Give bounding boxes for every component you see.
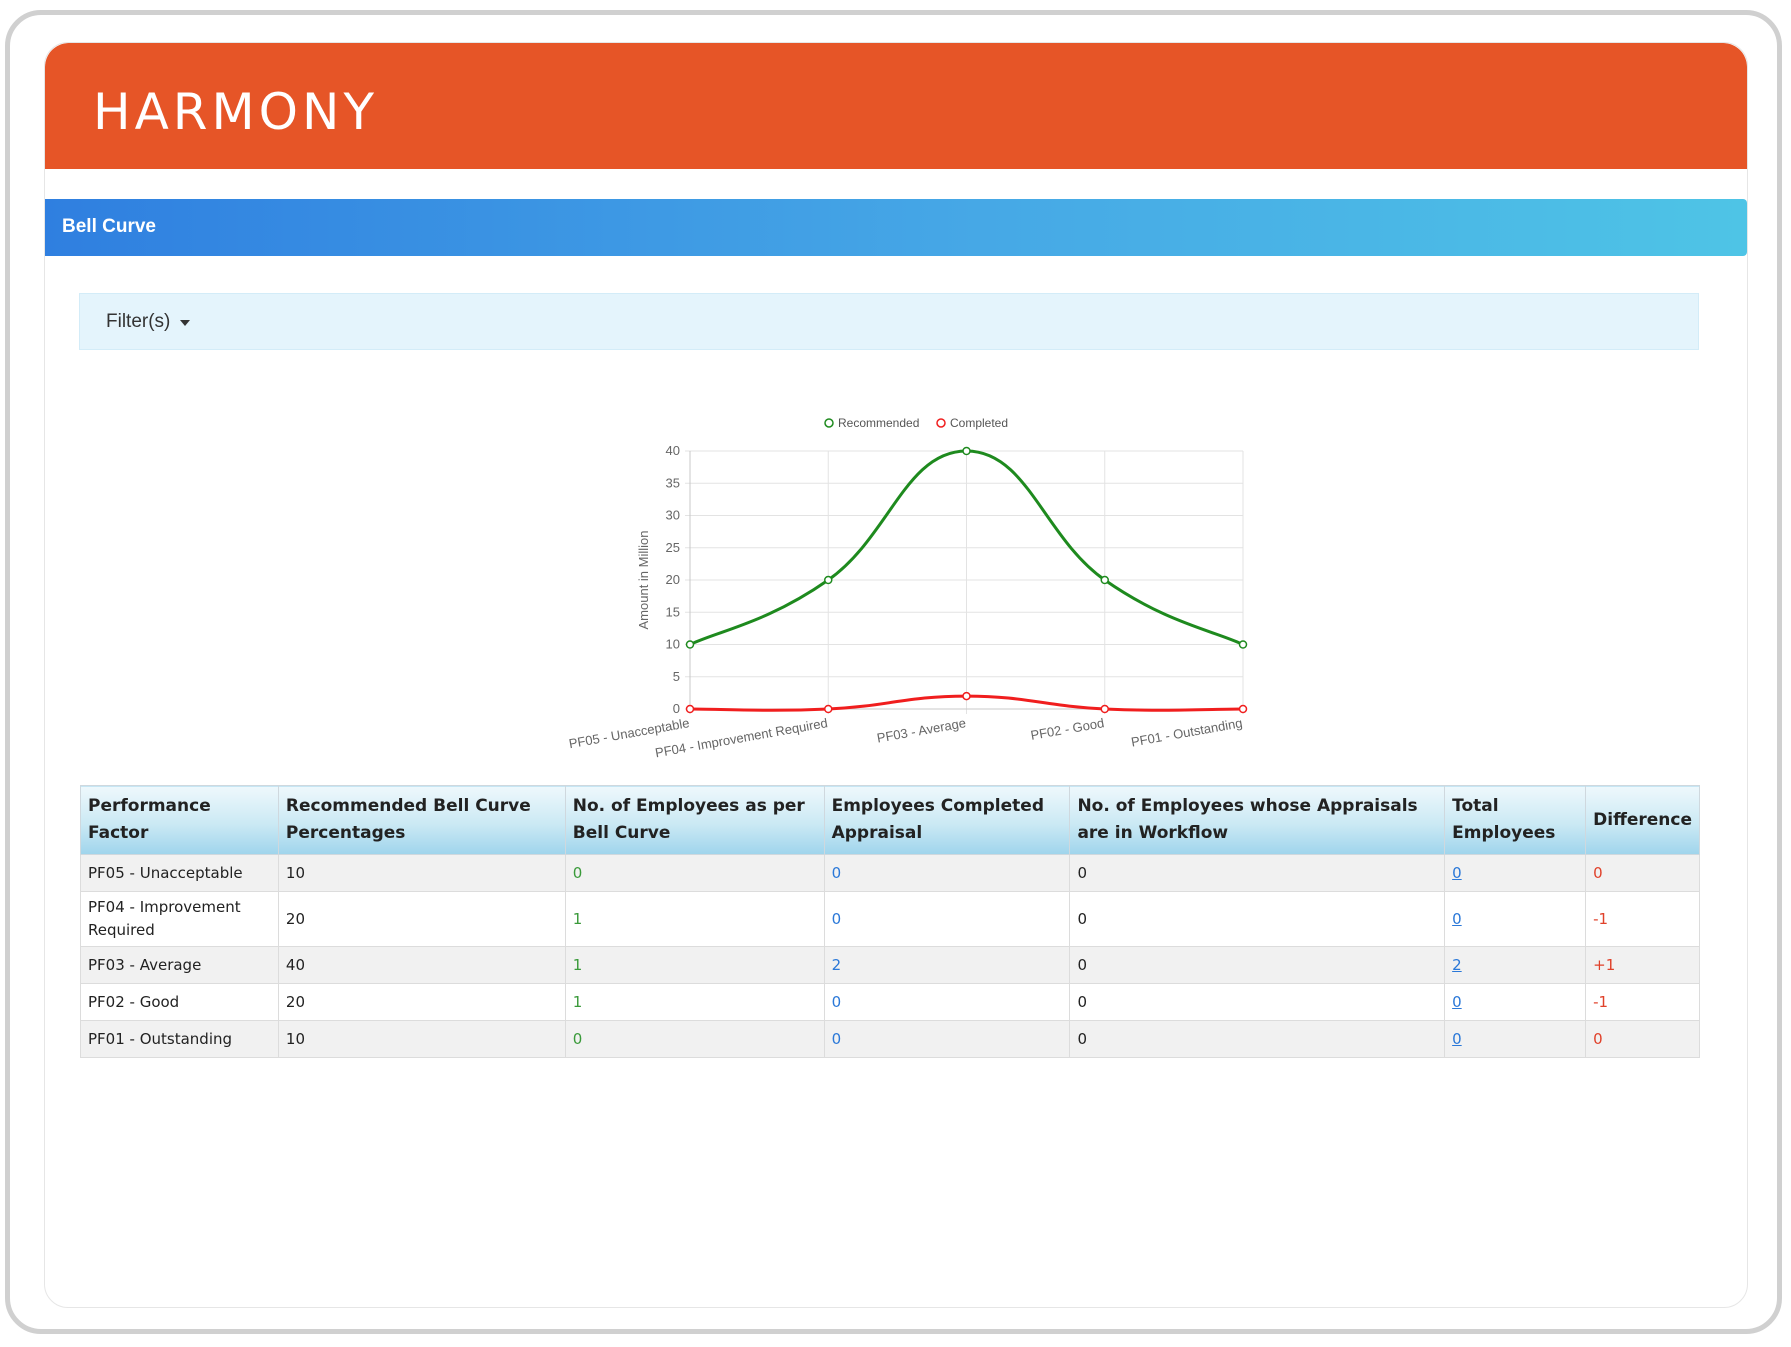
y-tick-label: 0 — [673, 701, 680, 716]
data-point-completed — [824, 704, 833, 714]
cell-workflow: 0 — [1069, 854, 1446, 892]
col-performance-factor: Performance Factor — [80, 785, 279, 855]
cell-per-curve: 1 — [564, 891, 825, 947]
table-header-row: Performance Factor Recommended Bell Curv… — [80, 785, 1700, 855]
cell-total: 2 — [1444, 946, 1587, 984]
cell-factor: PF05 - Unacceptable — [80, 854, 279, 892]
cell-recommended: 20 — [277, 891, 566, 947]
cell-total: 0 — [1444, 1020, 1587, 1058]
caret-down-icon — [180, 320, 191, 326]
section-title: Bell Curve — [62, 216, 156, 237]
data-point-recommended — [1238, 640, 1248, 649]
harmony-logo: HARMONY — [93, 83, 378, 141]
bell-curve-table: Performance Factor Recommended Bell Curv… — [80, 785, 1700, 1058]
cell-total: 0 — [1444, 983, 1587, 1021]
cell-total: 0 — [1444, 854, 1587, 892]
total-employees-link[interactable]: 0 — [1452, 863, 1462, 882]
cell-per-curve: 1 — [564, 983, 825, 1021]
cell-completed: 0 — [823, 983, 1071, 1021]
cell-recommended: 10 — [277, 854, 566, 892]
filter-panel: Filter(s) — [79, 293, 1699, 350]
table-row: PF03 - Average 40 1 2 0 2 +1 — [80, 946, 1700, 984]
cell-workflow: 0 — [1069, 891, 1446, 947]
cell-completed: 0 — [823, 854, 1071, 892]
cell-per-curve: 1 — [564, 946, 825, 984]
y-axis-title: Amount in Million — [636, 531, 651, 630]
filter-label: Filter(s) — [106, 311, 171, 332]
data-point-recommended — [685, 640, 695, 649]
y-tick-label: 25 — [666, 540, 680, 555]
cell-recommended: 40 — [277, 946, 566, 984]
data-point-recommended — [962, 446, 971, 456]
y-tick-label: 30 — [666, 508, 680, 523]
cell-difference: +1 — [1585, 946, 1700, 984]
bell-curve-chart: 0 5 10 15 20 25 30 35 40 PF05 - Unacceptable PF04 … — [535, 411, 1355, 811]
cell-difference: -1 — [1585, 983, 1700, 1021]
cell-per-curve: 0 — [564, 1020, 825, 1058]
cell-difference: 0 — [1585, 854, 1700, 892]
y-tick-label: 40 — [666, 443, 680, 458]
x-tick-label: PF02 - Good — [1029, 715, 1105, 743]
cell-completed: 2 — [823, 946, 1071, 984]
col-workflow-appraisals: No. of Employees whose Appraisals are in… — [1069, 785, 1446, 855]
total-employees-link[interactable]: 2 — [1452, 955, 1462, 974]
cell-factor: PF02 - Good — [80, 983, 279, 1021]
brand-header: HARMONY — [45, 43, 1747, 169]
data-point-completed — [962, 691, 971, 701]
legend-label-recommended: Recommended — [838, 416, 919, 430]
cell-workflow: 0 — [1069, 946, 1446, 984]
cell-completed: 0 — [823, 1020, 1071, 1058]
cell-workflow: 0 — [1069, 1020, 1446, 1058]
y-tick-label: 15 — [666, 604, 680, 619]
col-total-employees: Total Employees — [1444, 785, 1587, 855]
cell-workflow: 0 — [1069, 983, 1446, 1021]
legend-label-completed: Completed — [950, 416, 1008, 430]
cell-recommended: 20 — [277, 983, 566, 1021]
data-point-recommended — [824, 575, 833, 585]
cell-total: 0 — [1444, 891, 1587, 947]
filter-dropdown-button[interactable]: Filter(s) — [106, 311, 191, 333]
legend-marker-recommended — [824, 418, 834, 428]
data-point-completed — [1238, 704, 1248, 714]
table-row: PF04 - Improvement Required 20 1 0 0 0 -… — [80, 891, 1700, 947]
data-point-completed — [685, 704, 695, 714]
cell-per-curve: 0 — [564, 854, 825, 892]
table-row: PF05 - Unacceptable 10 0 0 0 0 0 — [80, 854, 1700, 892]
y-tick-label: 35 — [666, 475, 680, 490]
y-tick-label: 5 — [673, 669, 680, 684]
cell-difference: 0 — [1585, 1020, 1700, 1058]
bell-curve-table-wrap: Performance Factor Recommended Bell Curv… — [80, 785, 1700, 1058]
table-row: PF02 - Good 20 1 0 0 0 -1 — [80, 983, 1700, 1021]
section-header: Bell Curve — [45, 199, 1747, 256]
cell-factor: PF04 - Improvement Required — [80, 891, 279, 947]
total-employees-link[interactable]: 0 — [1452, 992, 1462, 1011]
table-row: PF01 - Outstanding 10 0 0 0 0 0 — [80, 1020, 1700, 1058]
cell-recommended: 10 — [277, 1020, 566, 1058]
cell-factor: PF03 - Average — [80, 946, 279, 984]
x-tick-label: PF03 - Average — [876, 715, 967, 745]
cell-factor: PF01 - Outstanding — [80, 1020, 279, 1058]
total-employees-link[interactable]: 0 — [1452, 1029, 1462, 1048]
y-tick-label: 20 — [666, 572, 680, 587]
col-employees-per-curve: No. of Employees as per Bell Curve — [564, 785, 825, 855]
cell-completed: 0 — [823, 891, 1071, 947]
cell-difference: -1 — [1585, 891, 1700, 947]
x-tick-label: PF01 - Outstanding — [1130, 715, 1244, 749]
y-tick-label: 10 — [666, 637, 680, 652]
data-point-completed — [1100, 704, 1109, 714]
col-completed-appraisal: Employees Completed Appraisal — [823, 785, 1071, 855]
data-point-recommended — [1100, 575, 1109, 585]
main-card: HARMONY Bell Curve Filter(s) 0 5 10 15 20 25 3… — [44, 42, 1748, 1308]
legend-marker-completed — [936, 418, 946, 428]
col-recommended-percentages: Recommended Bell Curve Percentages — [277, 785, 566, 855]
col-difference: Difference — [1585, 785, 1700, 855]
total-employees-link[interactable]: 0 — [1452, 909, 1462, 928]
